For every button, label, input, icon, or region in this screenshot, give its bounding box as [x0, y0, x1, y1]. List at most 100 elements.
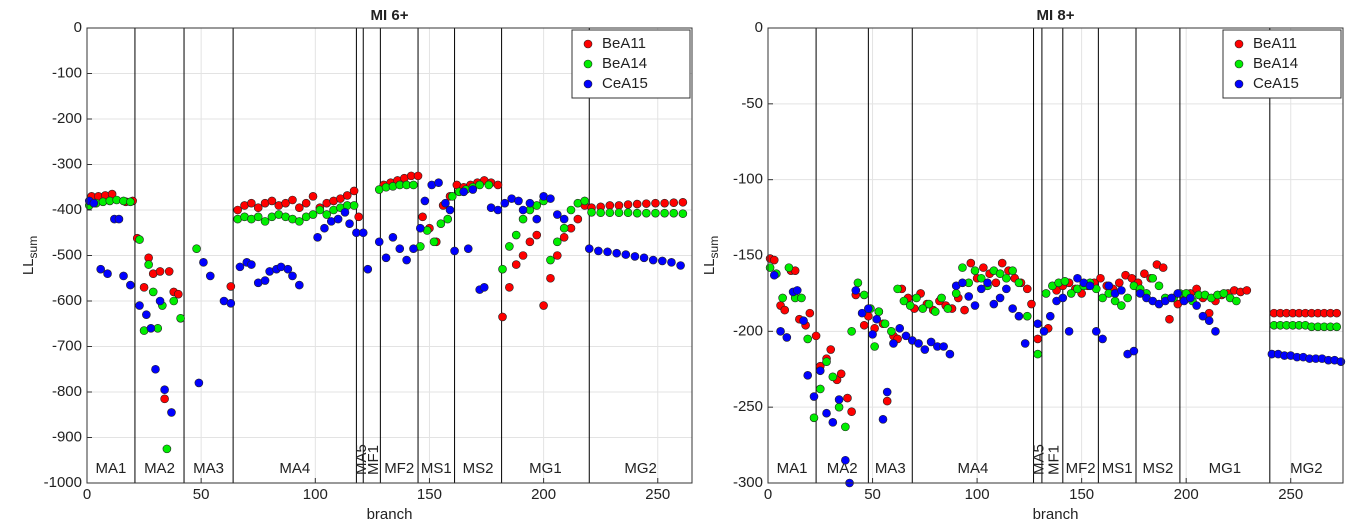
data-point	[260, 276, 270, 285]
y-tick-label: -900	[52, 428, 82, 445]
data-point	[803, 371, 813, 380]
data-point	[199, 258, 208, 267]
data-point	[511, 260, 521, 269]
data-point	[1096, 273, 1105, 283]
data-point	[853, 278, 863, 288]
data-point	[834, 402, 844, 412]
data-point	[162, 444, 172, 454]
data-point	[782, 333, 792, 342]
data-point	[836, 369, 846, 379]
data-point	[1002, 273, 1011, 283]
data-point	[621, 250, 631, 259]
data-point	[966, 258, 976, 268]
y-tick-label: 0	[74, 19, 82, 36]
data-point	[205, 271, 215, 281]
data-point	[511, 230, 521, 240]
data-point	[1192, 301, 1201, 310]
data-point	[320, 223, 329, 233]
data-point	[1117, 286, 1126, 295]
region-label: MF1	[365, 445, 382, 475]
data-point	[605, 208, 615, 218]
data-point	[135, 235, 144, 244]
data-point	[1008, 266, 1017, 275]
legend-label: BeA14	[602, 55, 647, 72]
data-point	[976, 273, 986, 283]
data-point	[1098, 293, 1107, 303]
data-point	[658, 256, 667, 266]
data-point	[937, 293, 946, 303]
x-tick-label: 150	[1069, 486, 1094, 503]
data-point	[192, 244, 201, 253]
data-point	[776, 327, 785, 336]
data-point	[479, 283, 489, 292]
data-point	[1198, 311, 1208, 321]
data-point	[126, 280, 135, 290]
data-point	[1008, 304, 1017, 313]
region-label: MS2	[1143, 460, 1174, 477]
data-point	[174, 289, 183, 299]
data-point	[1140, 269, 1149, 279]
data-point	[778, 293, 787, 303]
data-point	[333, 214, 343, 224]
region-label: MG2	[624, 460, 657, 477]
data-point	[1104, 281, 1114, 291]
data-point	[126, 197, 135, 207]
data-point	[1085, 281, 1095, 291]
data-point	[901, 331, 911, 341]
y-axis-label: LLsum	[20, 236, 40, 275]
legend-label: CeA15	[602, 75, 648, 92]
data-point	[1148, 273, 1158, 283]
x-tick-label: 0	[83, 486, 91, 503]
data-point	[103, 269, 112, 279]
data-point	[983, 278, 992, 288]
data-point	[96, 264, 105, 274]
data-point	[1039, 327, 1049, 336]
data-point	[283, 264, 293, 274]
x-tick-label: 50	[193, 486, 210, 503]
data-point	[1014, 311, 1024, 321]
data-point	[797, 293, 806, 303]
data-point	[226, 282, 236, 291]
data-point	[939, 342, 948, 351]
data-point	[864, 304, 873, 313]
data-point	[870, 342, 879, 351]
data-point	[1135, 289, 1145, 298]
data-point	[958, 278, 967, 288]
legend-marker	[583, 59, 593, 69]
data-point	[1232, 296, 1241, 306]
data-point	[1123, 293, 1132, 303]
data-point	[354, 212, 363, 222]
x-axis-label: branch	[367, 506, 413, 523]
region-label: MA2	[827, 460, 858, 477]
data-point	[301, 198, 311, 208]
data-point	[463, 244, 473, 253]
data-point	[799, 316, 808, 326]
data-point	[559, 214, 569, 224]
data-point	[958, 263, 967, 272]
data-point	[358, 228, 368, 238]
x-tick-label: 100	[303, 486, 328, 503]
data-point	[1022, 284, 1032, 294]
data-point	[119, 271, 128, 281]
data-point	[308, 192, 318, 201]
data-point	[514, 196, 523, 206]
data-point	[553, 251, 562, 260]
region-label: MA4	[957, 460, 988, 477]
data-point	[559, 233, 569, 242]
y-tick-label: -300	[733, 474, 763, 491]
region-label: MS1	[421, 460, 452, 477]
data-point	[374, 237, 384, 247]
legend-label: CeA15	[1253, 75, 1299, 92]
data-point	[889, 339, 898, 348]
data-point	[322, 210, 332, 219]
data-point	[1114, 278, 1124, 288]
data-point	[247, 198, 256, 208]
data-point	[669, 198, 679, 208]
region-label: MA3	[193, 460, 224, 477]
data-point	[847, 407, 856, 417]
data-point	[809, 392, 819, 401]
region-label: MF1	[1045, 445, 1062, 475]
y-tick-label: -800	[52, 383, 82, 400]
y-axis-label: LLsum	[701, 236, 721, 275]
data-point	[409, 244, 418, 253]
